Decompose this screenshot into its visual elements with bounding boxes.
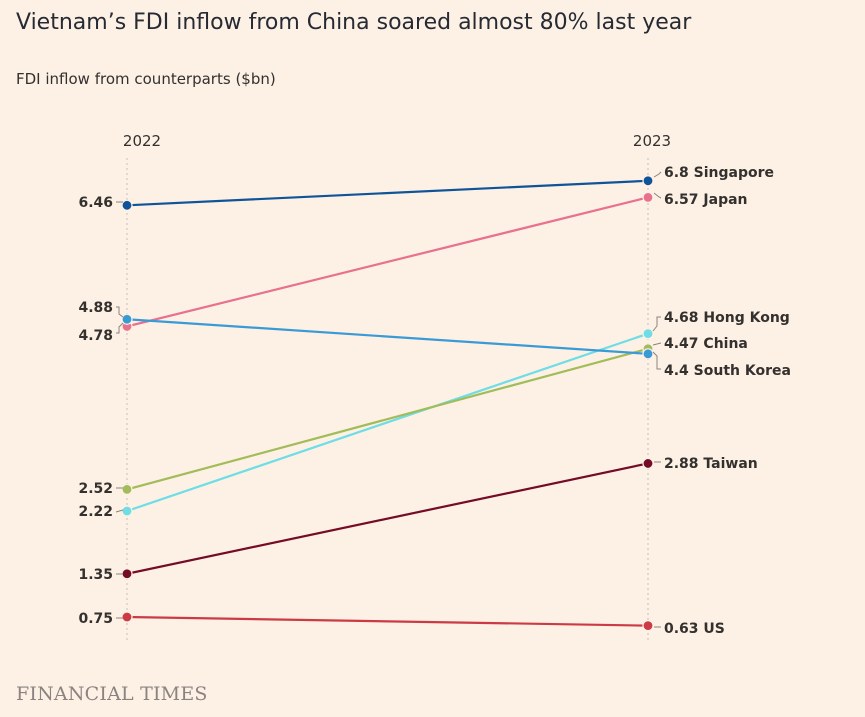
- source-logo: FINANCIAL TIMES: [16, 683, 208, 705]
- series-line-china: [126, 347, 649, 491]
- start-value-label-china: 2.52: [78, 481, 113, 497]
- point-hong-kong-2022: [121, 505, 133, 517]
- point-hong-kong-2023: [642, 328, 654, 340]
- start-value-label-taiwan: 1.35: [78, 567, 113, 583]
- series-line-us: [126, 615, 649, 627]
- year-label-end: 2023: [633, 132, 671, 150]
- start-value-label-hong-kong: 2.22: [78, 504, 113, 520]
- series-line-taiwan: [126, 462, 649, 575]
- point-singapore-2023: [642, 175, 654, 187]
- start-connector-south-korea: [116, 306, 124, 318]
- point-singapore-2022: [121, 199, 133, 211]
- point-japan-2023: [642, 191, 654, 203]
- end-label-singapore: 6.8 Singapore: [664, 165, 774, 181]
- end-connector-hong-kong: [652, 316, 661, 332]
- point-taiwan-2023: [642, 457, 654, 470]
- chart-title: Vietnam’s FDI inflow from China soared a…: [16, 10, 692, 35]
- series-line-japan: [126, 196, 649, 328]
- end-label-hong-kong: 4.68 Hong Kong: [664, 310, 790, 326]
- point-us-2022: [121, 611, 133, 623]
- point-south-korea-2022: [121, 313, 133, 325]
- start-connector-japan: [116, 322, 124, 334]
- point-taiwan-2022: [121, 568, 133, 580]
- point-us-2023: [642, 620, 654, 632]
- point-south-korea-2023: [642, 348, 654, 360]
- series-line-south-korea: [126, 318, 649, 355]
- start-value-label-us: 0.75: [78, 611, 113, 627]
- end-connector-japan: [653, 192, 662, 199]
- start-connector-hong-kong: [115, 509, 124, 513]
- year-label-start: 2022: [123, 132, 161, 150]
- series-line-hong-kong: [126, 332, 649, 513]
- end-label-taiwan: 2.88 Taiwan: [664, 456, 758, 472]
- start-value-label-south-korea: 4.88: [78, 300, 113, 316]
- series-line-singapore: [126, 179, 649, 207]
- point-china-2022: [121, 483, 133, 495]
- end-label-south-korea: 4.4 South Korea: [664, 363, 791, 379]
- start-value-label-singapore: 6.46: [78, 195, 113, 211]
- end-label-us: 0.63 US: [664, 621, 725, 637]
- end-label-japan: 6.57 Japan: [664, 192, 748, 208]
- chart-subtitle: FDI inflow from counterparts ($bn): [16, 70, 276, 88]
- end-connector-singapore: [653, 171, 662, 178]
- end-connector-china: [652, 342, 662, 346]
- end-label-china: 4.47 China: [664, 336, 748, 352]
- start-value-label-japan: 4.78: [78, 328, 113, 344]
- end-connector-south-korea: [652, 351, 661, 370]
